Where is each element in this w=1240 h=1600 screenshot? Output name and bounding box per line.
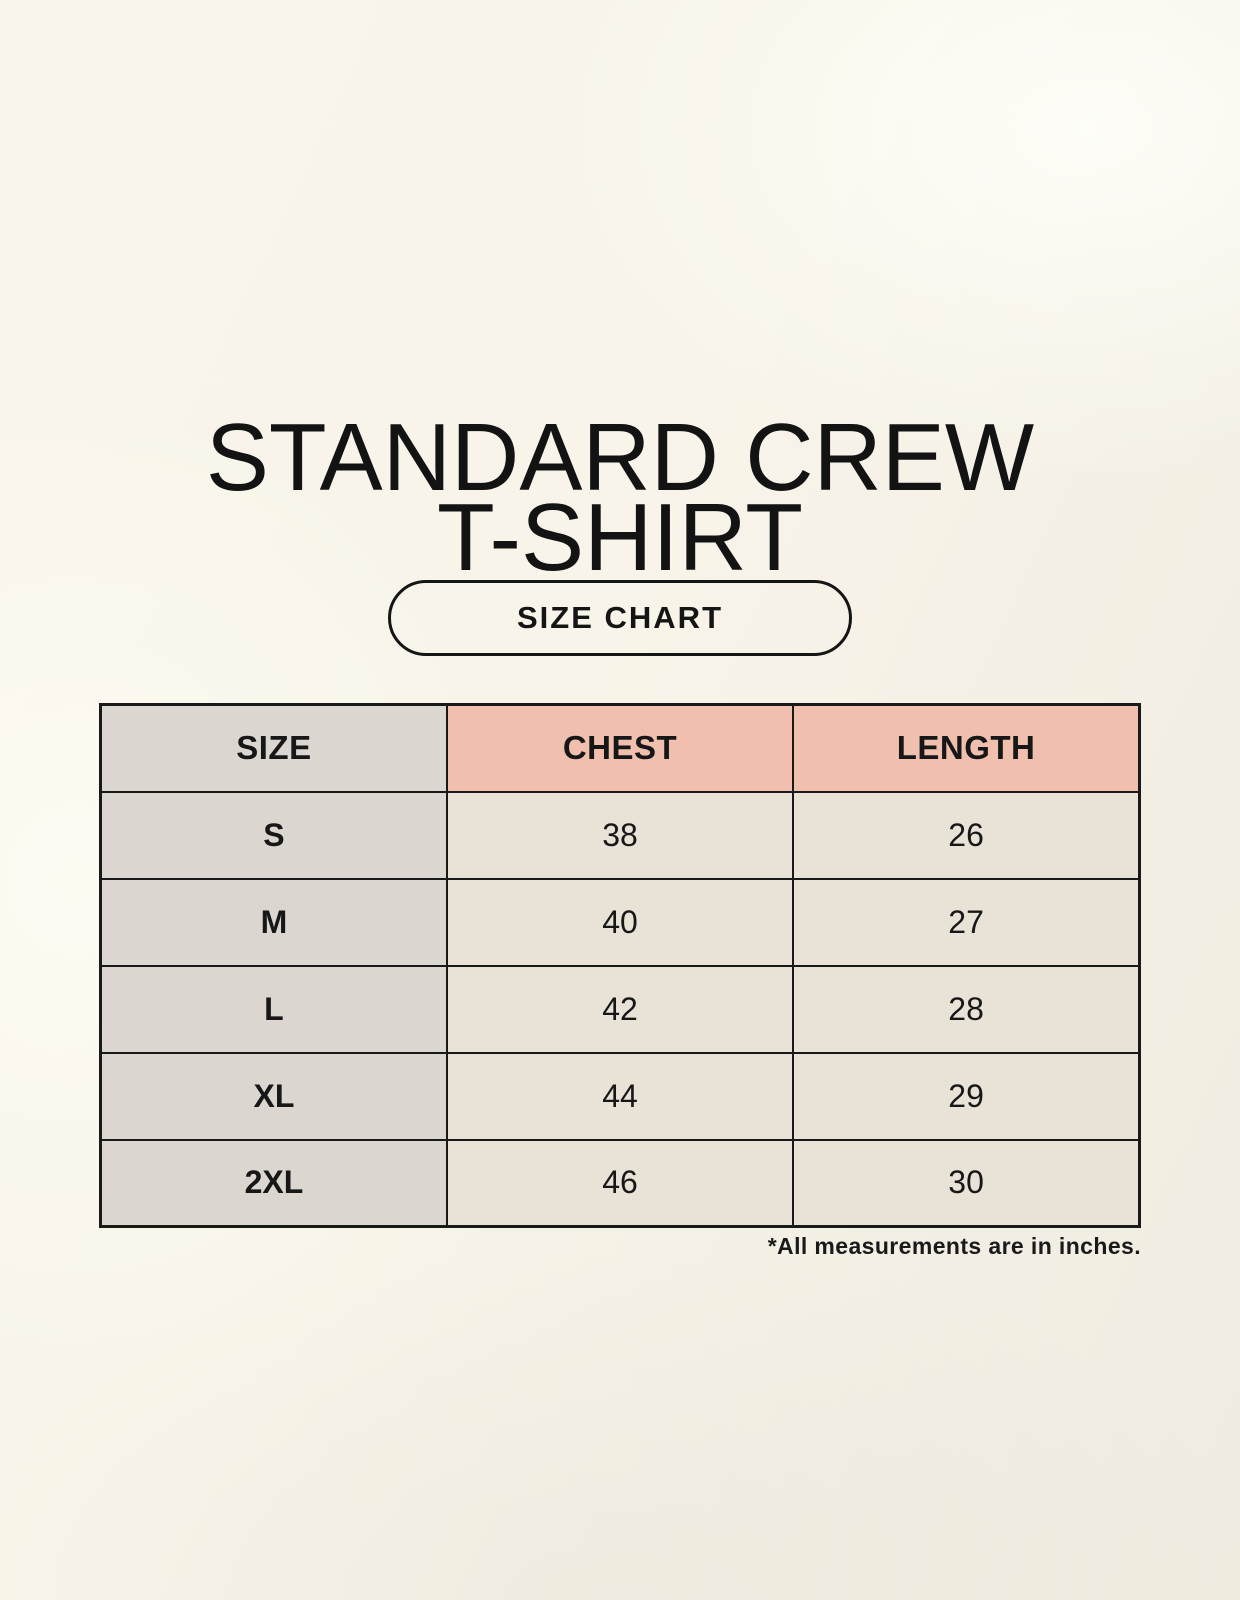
header-length: LENGTH bbox=[792, 703, 1141, 793]
length-value: 26 bbox=[792, 790, 1141, 880]
size-value: S bbox=[99, 790, 448, 880]
table-row: S 38 26 bbox=[99, 790, 1141, 880]
table-header-row: SIZE CHEST LENGTH bbox=[99, 703, 1141, 793]
header-size: SIZE bbox=[99, 703, 448, 793]
page-title-line2: T-SHIRT bbox=[436, 484, 803, 592]
size-value: 2XL bbox=[99, 1138, 448, 1228]
size-chart-table: SIZE CHEST LENGTH S 38 26 M 40 27 L 42 2… bbox=[99, 703, 1141, 1228]
header-chest: CHEST bbox=[445, 703, 795, 793]
table-row: XL 44 29 bbox=[99, 1051, 1141, 1141]
size-value: L bbox=[99, 964, 448, 1054]
measurements-footnote: *All measurements are in inches. bbox=[767, 1233, 1141, 1259]
chest-value: 38 bbox=[445, 790, 795, 880]
length-value: 30 bbox=[792, 1138, 1141, 1228]
size-chart-button-label: SIZE CHART bbox=[517, 600, 723, 635]
chest-value: 44 bbox=[445, 1051, 795, 1141]
page-title: STANDARD CREW T-SHIRT bbox=[9, 410, 1230, 586]
table-row: L 42 28 bbox=[99, 964, 1141, 1054]
length-value: 27 bbox=[792, 877, 1141, 967]
table-row: M 40 27 bbox=[99, 877, 1141, 967]
chest-value: 42 bbox=[445, 964, 795, 1054]
size-value: M bbox=[99, 877, 448, 967]
chest-value: 46 bbox=[445, 1138, 795, 1228]
length-value: 29 bbox=[792, 1051, 1141, 1141]
page-title-line1: STANDARD CREW bbox=[205, 404, 1035, 512]
length-value: 28 bbox=[792, 964, 1141, 1054]
size-value: XL bbox=[99, 1051, 448, 1141]
table-row: 2XL 46 30 bbox=[99, 1138, 1141, 1228]
chest-value: 40 bbox=[445, 877, 795, 967]
size-chart-button[interactable]: SIZE CHART bbox=[388, 580, 852, 656]
